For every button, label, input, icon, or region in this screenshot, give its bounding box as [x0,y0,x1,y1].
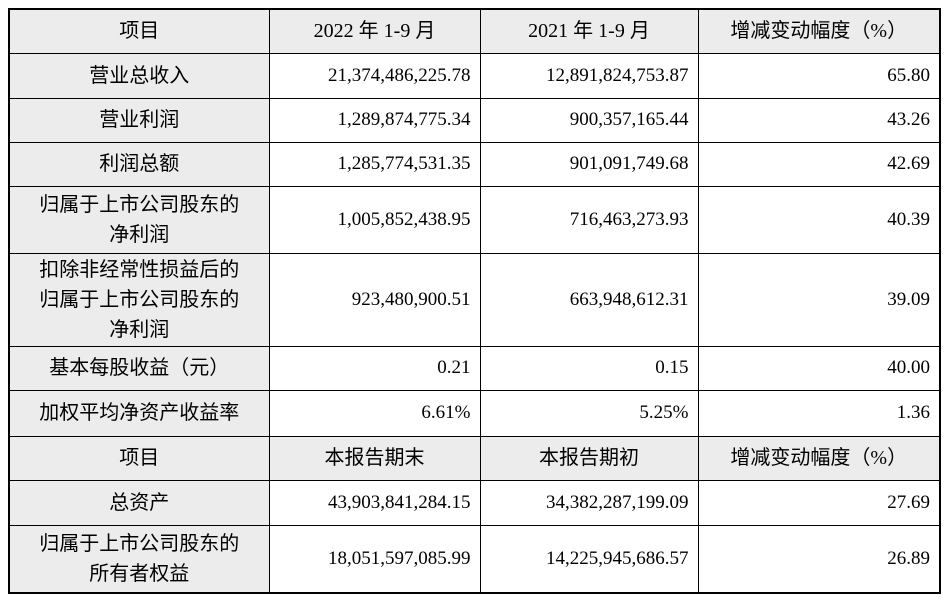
value-prior: 663,948,612.31 [479,252,699,347]
row-label: 归属于上市公司股东的 净利润 [8,185,270,254]
header-item: 项目 [8,435,270,481]
table-row-total-revenue: 营业总收入 21,374,486,225.78 12,891,824,753.8… [8,52,941,99]
row-label-text: 加权平均净资产收益率 [39,402,240,424]
value-current: 18,051,597,085.99 [268,524,481,594]
row-label: 加权平均净资产收益率 [8,389,270,437]
value-current: 21,374,486,225.78 [268,52,481,99]
financial-results-table: 项目 2022 年 1-9 月 2021 年 1-9 月 增减变动幅度（%） 营… [8,8,941,594]
value-prior: 0.15 [479,345,699,391]
table-row-weighted-avg-roe: 加权平均净资产收益率 6.61% 5.25% 1.36 [8,389,941,437]
row-label: 总资产 [8,479,270,526]
value-prior: 12,891,824,753.87 [479,52,699,99]
value-prior: 900,357,165.44 [479,97,699,143]
table-header-row-balance: 项目 本报告期末 本报告期初 增减变动幅度（%） [8,435,941,481]
value-current: 1,285,774,531.35 [268,141,481,187]
value-current: 1,005,852,438.95 [268,185,481,254]
row-label-text: 扣除非经常性损益后的 [39,258,240,281]
header-period-begin: 本报告期初 [479,435,699,481]
header-change-pct: 增减变动幅度（%） [697,435,941,481]
row-label: 归属于上市公司股东的 所有者权益 [8,524,270,594]
value-change: 26.89 [697,524,941,594]
value-prior: 14,225,945,686.57 [479,524,699,594]
table-header-row-period: 项目 2022 年 1-9 月 2021 年 1-9 月 增减变动幅度（%） [8,8,941,54]
row-label-text: 归属于上市公司股东的 [39,193,240,216]
row-label: 扣除非经常性损益后的 归属于上市公司股东的 净利润 [8,252,270,347]
value-change: 43.26 [697,97,941,143]
table-row-equity-attributable: 归属于上市公司股东的 所有者权益 18,051,597,085.99 14,22… [8,524,941,594]
value-change: 65.80 [697,52,941,99]
value-change: 40.00 [697,345,941,391]
value-current: 43,903,841,284.15 [268,479,481,526]
value-current: 923,480,900.51 [268,252,481,347]
row-label-text: 基本每股收益（元） [49,357,230,379]
value-current: 6.61% [268,389,481,437]
row-label-text: 总资产 [109,491,170,514]
row-label-text: 归属于上市公司股东的 [39,532,240,555]
value-change: 40.39 [697,185,941,254]
row-label-text: 营业总收入 [89,64,190,87]
table-row-net-profit-attributable: 归属于上市公司股东的 净利润 1,005,852,438.95 716,463,… [8,185,941,254]
value-change: 27.69 [697,479,941,526]
row-label: 基本每股收益（元） [8,345,270,391]
value-prior: 901,091,749.68 [479,141,699,187]
value-change: 1.36 [697,389,941,437]
row-label: 营业利润 [8,97,270,143]
header-period-end: 本报告期末 [268,435,481,481]
header-period-current: 2022 年 1-9 月 [268,8,481,54]
row-label-text: 所有者权益 [89,562,190,585]
row-label-text: 营业利润 [99,109,180,131]
header-item: 项目 [8,8,270,54]
table-row-net-profit-excl-nonrecurring: 扣除非经常性损益后的 归属于上市公司股东的 净利润 923,480,900.51… [8,252,941,347]
table-row-total-assets: 总资产 43,903,841,284.15 34,382,287,199.09 … [8,479,941,526]
row-label: 利润总额 [8,141,270,187]
table-row-total-profit: 利润总额 1,285,774,531.35 901,091,749.68 42.… [8,141,941,187]
row-label-text: 净利润 [109,318,170,341]
value-prior: 34,382,287,199.09 [479,479,699,526]
header-change-pct: 增减变动幅度（%） [697,8,941,54]
row-label: 营业总收入 [8,52,270,99]
value-change: 42.69 [697,141,941,187]
row-label-text: 净利润 [109,223,170,246]
value-current: 1,289,874,775.34 [268,97,481,143]
value-prior: 716,463,273.93 [479,185,699,254]
header-period-prior: 2021 年 1-9 月 [479,8,699,54]
row-label-text: 利润总额 [99,153,180,175]
table-row-basic-eps: 基本每股收益（元） 0.21 0.15 40.00 [8,345,941,391]
value-change: 39.09 [697,252,941,347]
value-current: 0.21 [268,345,481,391]
row-label-text: 归属于上市公司股东的 [39,288,240,311]
table-row-operating-profit: 营业利润 1,289,874,775.34 900,357,165.44 43.… [8,97,941,143]
value-prior: 5.25% [479,389,699,437]
